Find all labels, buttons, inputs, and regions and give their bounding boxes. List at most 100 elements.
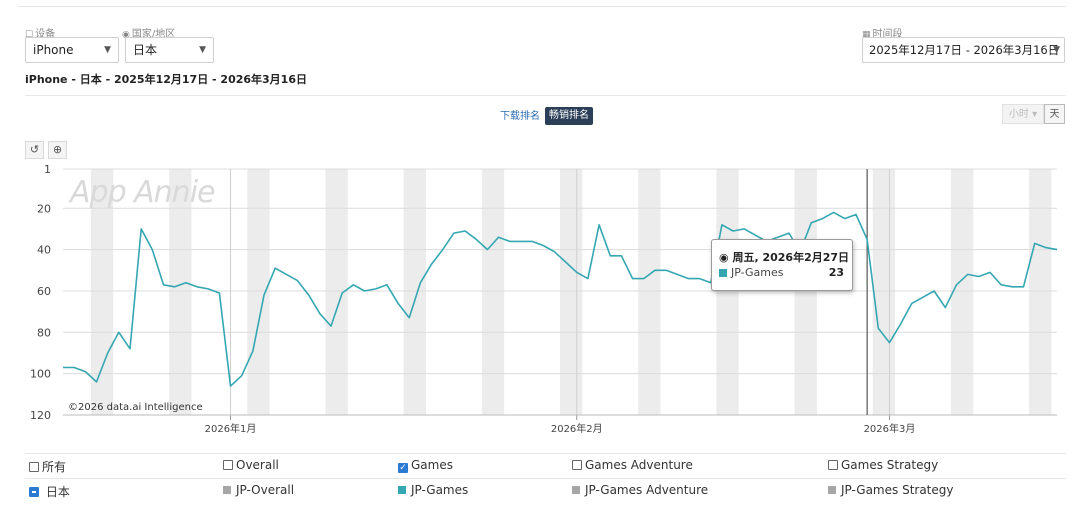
data-point — [910, 301, 914, 305]
legend-item-jp-games-adventure[interactable]: JP-Games Adventure — [572, 483, 708, 497]
watermark: App Annie — [68, 175, 215, 210]
data-point — [485, 248, 489, 252]
data-point — [631, 277, 635, 281]
period-filter-label: ▦ 时间段 — [862, 29, 903, 40]
period-select[interactable]: 2025年12月17日 - 2026年3月16日 ▼ — [862, 37, 1065, 63]
series-line-jp-games — [63, 211, 1058, 387]
y-tick-label: 60 — [37, 285, 51, 298]
chevron-down-icon: ▼ — [104, 45, 111, 55]
data-point — [943, 306, 947, 310]
data-point — [876, 326, 880, 330]
legend-item-jp-games-strategy[interactable]: JP-Games Strategy — [828, 483, 954, 497]
chevron-down-icon: ▼ — [199, 45, 206, 55]
data-point — [374, 287, 378, 291]
data-point — [843, 217, 847, 221]
chart-tooltip: ◉ 周五, 2026年2月27日 JP-Games 23 — [711, 239, 853, 291]
divider — [25, 95, 1066, 96]
legend-item-jp-overall[interactable]: JP-Overall — [223, 483, 294, 497]
data-point — [497, 235, 501, 239]
checkbox-overall[interactable]: Overall — [223, 458, 279, 472]
data-point — [888, 341, 892, 345]
zoom-button[interactable]: ⊕ — [48, 141, 67, 159]
data-point — [117, 330, 121, 334]
tooltip-series-name: JP-Games — [731, 266, 784, 279]
data-point — [329, 324, 333, 328]
data-point — [686, 277, 690, 281]
data-point — [396, 301, 400, 305]
checkbox-games-adventure[interactable]: Games Adventure — [572, 458, 693, 472]
data-point — [642, 277, 646, 281]
data-point — [229, 384, 233, 388]
tab-downloads[interactable]: 下载排名 — [500, 111, 540, 122]
device-select[interactable]: iPhone ▼ — [25, 37, 119, 63]
data-point — [463, 229, 467, 233]
page-subtitle: iPhone - 日本 - 2025年12月17日 - 2026年3月16日 — [25, 73, 307, 86]
data-point — [664, 268, 668, 272]
checkbox-icon — [572, 460, 582, 470]
data-point — [61, 366, 65, 370]
checkbox-games-strategy[interactable]: Games Strategy — [828, 458, 938, 472]
weekend-band — [716, 169, 739, 415]
data-point — [586, 277, 590, 281]
x-tick-label: 2026年1月 — [205, 422, 257, 435]
data-point — [474, 237, 478, 241]
data-point — [675, 272, 679, 276]
globe-icon: ◉ — [719, 251, 729, 264]
data-point — [899, 322, 903, 326]
granularity-day-button[interactable]: 天 — [1044, 104, 1065, 124]
checkbox-checked-icon: ✓ — [398, 463, 408, 473]
data-point — [72, 366, 76, 370]
data-point — [307, 293, 311, 297]
checkbox-all[interactable]: 所有 — [29, 458, 66, 475]
country-toggle[interactable]: 日本 — [29, 483, 70, 500]
undo-icon: ↺ — [29, 143, 40, 156]
data-point — [1033, 241, 1037, 245]
data-point — [162, 283, 166, 287]
data-point — [128, 347, 132, 351]
chevron-down-icon: ▼ — [1053, 45, 1060, 55]
checkbox-icon — [223, 460, 233, 470]
weekend-band — [481, 169, 505, 415]
data-point — [575, 270, 579, 274]
data-point — [809, 221, 813, 225]
checkbox-games[interactable]: ✓ Games — [398, 458, 453, 473]
legend-swatch — [828, 486, 836, 494]
weekend-band — [794, 169, 817, 415]
data-point — [318, 312, 322, 316]
data-point — [720, 223, 724, 227]
data-point — [608, 254, 612, 258]
data-point — [966, 272, 970, 276]
chevron-down-icon: ▾ — [1032, 109, 1038, 120]
data-point — [564, 260, 568, 264]
legend-swatch — [572, 486, 580, 494]
tooltip-value: 23 — [828, 266, 844, 279]
tab-grossing[interactable]: 畅销排名 — [545, 107, 593, 125]
data-point — [508, 239, 512, 243]
data-point — [955, 283, 959, 287]
legend-item-jp-games[interactable]: JP-Games — [398, 483, 468, 497]
y-tick-label: 1 — [44, 163, 51, 176]
checkbox-icon — [828, 460, 838, 470]
data-point — [1044, 246, 1048, 250]
data-point — [530, 239, 534, 243]
data-point — [363, 289, 367, 293]
data-point — [418, 281, 422, 285]
data-point — [832, 210, 836, 214]
x-tick-label: 2026年3月 — [864, 422, 916, 435]
tooltip-series-swatch — [719, 269, 727, 277]
y-tick-label: 80 — [37, 326, 51, 339]
weekend-band — [872, 169, 896, 415]
data-point — [184, 281, 188, 285]
weekend-band — [325, 169, 348, 415]
data-point — [742, 227, 746, 231]
weekend-band — [169, 169, 192, 415]
data-point — [1022, 285, 1026, 289]
region-select[interactable]: 日本 ▼ — [125, 37, 214, 63]
data-point — [441, 248, 445, 252]
legend-swatch — [398, 486, 406, 494]
data-point — [552, 250, 556, 254]
granularity-hour-button[interactable]: 小时 ▾ — [1002, 104, 1044, 124]
reset-zoom-button[interactable]: ↺ — [25, 141, 44, 159]
device-icon: ☐ — [25, 30, 34, 40]
